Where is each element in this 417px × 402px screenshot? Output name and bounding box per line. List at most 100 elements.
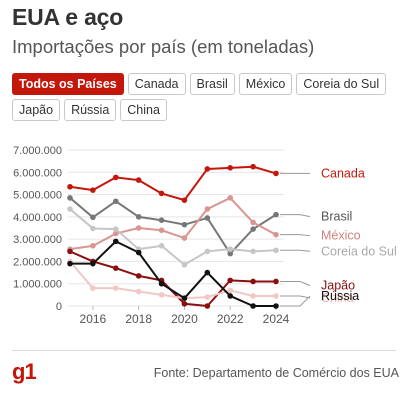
data-point-brasil [112, 198, 119, 205]
series-brasil [67, 195, 279, 257]
data-point-canada [181, 197, 188, 203]
tab-japao[interactable]: Japão [12, 99, 61, 121]
label-leader-china [280, 295, 311, 299]
series-line-coreia-do-sul [69, 208, 277, 266]
data-point-mexico [90, 243, 96, 249]
country-filter-tabs: Todos os Países Canada Brasil México Cor… [12, 73, 410, 125]
x-tick-label: 2024 [263, 312, 290, 326]
data-point-mexico [273, 231, 279, 238]
data-point-russia [158, 280, 165, 287]
data-point-canada [204, 166, 211, 172]
data-point-japao [204, 303, 211, 309]
data-point-coreia-do-sul [227, 246, 234, 252]
series-label-japao: Japão [321, 278, 355, 292]
series-label-coreia-do-sul: Coreia do Sul [321, 244, 397, 258]
series-line-canada [69, 165, 277, 202]
data-point-china [204, 294, 211, 300]
series-label-china: China [321, 291, 354, 305]
data-point-china [227, 287, 234, 294]
tab-mexico[interactable]: México [238, 73, 293, 95]
data-point-china [158, 292, 165, 298]
y-tick-label: 4.000.000 [13, 212, 62, 224]
y-tick-label: 3.000.000 [13, 234, 62, 246]
data-point-canada [67, 183, 73, 190]
tab-china[interactable]: China [120, 99, 167, 121]
y-tick-label: 6.000.000 [13, 167, 62, 179]
data-point-japao [227, 277, 234, 284]
data-point-japao [181, 300, 188, 307]
data-point-china [273, 293, 279, 299]
label-leader-mexico [280, 234, 311, 237]
data-point-canada [135, 177, 142, 183]
data-point-japao [250, 278, 256, 285]
data-point-mexico [181, 235, 188, 241]
y-tick-label: 7.000.000 [13, 145, 62, 157]
data-point-canada [273, 170, 279, 177]
series-line-china [69, 260, 276, 300]
data-point-coreia-do-sul [112, 226, 119, 232]
tab-row-2: Japão Rússia China [12, 99, 410, 121]
x-tick-label: 2016 [80, 312, 107, 326]
data-point-canada [250, 163, 256, 170]
series-line-mexico [69, 196, 277, 251]
data-point-china [112, 285, 119, 291]
data-point-china [90, 285, 96, 291]
data-point-brasil [273, 211, 279, 218]
data-point-russia [204, 269, 211, 276]
data-point-brasil [158, 217, 165, 223]
data-point-russia [227, 293, 234, 299]
series-label-brasil: Brasil [321, 210, 352, 224]
x-tick-label: 2022 [217, 312, 244, 326]
data-point-russia [112, 238, 119, 245]
data-point-coreia-do-sul [204, 248, 211, 255]
label-leader-japao [280, 280, 311, 286]
data-point-coreia-do-sul [158, 243, 165, 249]
tab-todos-os-paises[interactable]: Todos os Países [12, 73, 124, 95]
x-tick-label: 2020 [171, 312, 198, 326]
label-leader-russia [280, 295, 311, 307]
series-line-russia [70, 240, 276, 307]
series-mexico [67, 195, 279, 252]
data-point-mexico [112, 230, 119, 237]
footer-divider [12, 350, 396, 351]
data-point-brasil [204, 215, 211, 221]
x-tick-label: 2018 [125, 312, 152, 326]
data-point-mexico [204, 206, 211, 212]
page-subtitle: Importações por país (em toneladas) [12, 36, 315, 57]
data-point-coreia-do-sul [273, 247, 279, 254]
data-point-russia [135, 249, 142, 256]
data-point-coreia-do-sul [90, 225, 96, 232]
data-point-mexico [135, 225, 142, 231]
series-label-canada: Canada [321, 166, 365, 180]
source-note: Fonte: Departamento de Comércio dos EUA [153, 366, 399, 380]
series-canada [67, 163, 279, 203]
tab-coreia-do-sul[interactable]: Coreia do Sul [296, 73, 387, 95]
data-point-coreia-do-sul [67, 206, 73, 212]
data-point-mexico [158, 227, 165, 234]
y-tick-label: 1.000.000 [13, 279, 62, 291]
series-coreia-do-sul [67, 206, 279, 268]
label-leader-coreia-do-sul [280, 249, 311, 252]
series-label-russia: Rússia [321, 289, 359, 303]
data-point-brasil [181, 221, 188, 228]
tab-russia[interactable]: Rússia [64, 99, 117, 121]
data-point-mexico [227, 195, 234, 201]
data-point-russia [90, 260, 96, 267]
data-point-mexico [250, 219, 256, 226]
data-point-russia [273, 303, 279, 309]
line-chart: 0 1.000.000 2.000.000 3.000.000 4.000.000 5.0… [13, 145, 397, 326]
y-tick-label: 5.000.000 [13, 190, 62, 202]
data-point-brasil [135, 214, 142, 220]
data-point-japao [67, 248, 73, 255]
data-point-russia [181, 295, 188, 301]
g1-logo: g1 [12, 359, 37, 384]
tab-brasil[interactable]: Brasil [189, 73, 235, 95]
data-point-russia [250, 303, 256, 309]
series-china [67, 258, 279, 301]
data-point-japao [273, 278, 279, 285]
tab-canada[interactable]: Canada [127, 73, 186, 95]
data-point-coreia-do-sul [181, 261, 188, 268]
y-tick-label: 2.000.000 [13, 256, 62, 268]
data-point-canada [90, 187, 96, 193]
page-title: EUA e aço [12, 4, 124, 30]
